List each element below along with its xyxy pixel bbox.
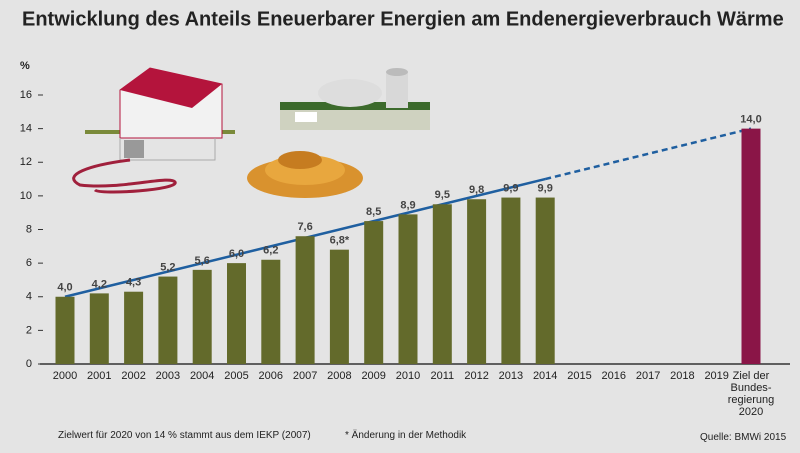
illustration-farm xyxy=(280,68,430,130)
x-tick-label: 2014 xyxy=(532,370,558,382)
y-tick-label: 12 xyxy=(20,156,32,168)
x-tick-label: 2016 xyxy=(601,370,627,382)
value-label: 9,5 xyxy=(435,189,450,201)
x-tick-label: 2009 xyxy=(361,370,386,382)
x-tick-label: 2018 xyxy=(670,370,695,382)
x-tick-label: 2017 xyxy=(635,370,661,382)
x-tick-label: 2007 xyxy=(292,370,318,382)
x-tick-label: 2010 xyxy=(395,370,421,382)
value-label: 5,6 xyxy=(195,255,210,267)
value-label: 8,9 xyxy=(400,199,415,211)
bar xyxy=(398,214,418,364)
illustration-house xyxy=(72,67,235,194)
x-tick-label: 2004 xyxy=(189,370,215,382)
y-tick-label: 6 xyxy=(26,257,32,269)
bar xyxy=(89,293,109,364)
value-label: 4,3 xyxy=(126,277,141,289)
value-label: 6,8* xyxy=(330,235,350,247)
y-tick-label: 16 xyxy=(20,89,32,101)
x-tick-label: 2005 xyxy=(224,370,249,382)
y-tick-label: 8 xyxy=(26,223,32,235)
bar xyxy=(158,276,178,364)
value-label: 6,2 xyxy=(263,245,278,257)
footnote: * Änderung in der Methodik xyxy=(345,430,467,441)
x-tick-label: 2013 xyxy=(498,370,524,382)
bar xyxy=(261,259,281,364)
y-tick-label: 4 xyxy=(26,291,32,303)
value-label: 5,2 xyxy=(160,261,175,273)
illustration-pellets xyxy=(247,151,363,198)
value-label: 4,2 xyxy=(92,278,107,290)
x-tick-label: Ziel der Bundes­regierung 2020 xyxy=(727,370,775,418)
x-tick-label: 2003 xyxy=(155,370,181,382)
value-label: 9,9 xyxy=(503,182,518,194)
x-tick-label: 2001 xyxy=(87,370,112,382)
bar xyxy=(295,236,315,364)
bar xyxy=(501,197,521,364)
bar xyxy=(329,249,349,364)
value-label: 8,5 xyxy=(366,206,381,218)
value-label: 9,9 xyxy=(538,182,553,194)
trend-line-dashed xyxy=(544,127,752,181)
x-tick-label: 2011 xyxy=(430,370,455,382)
value-label: 7,6 xyxy=(297,221,312,233)
bar xyxy=(192,269,212,364)
bar xyxy=(467,199,487,364)
bar xyxy=(432,204,452,364)
bar xyxy=(55,296,75,364)
y-tick-label: 0 xyxy=(26,358,32,370)
value-label: 4,0 xyxy=(57,282,72,294)
value-label: 6,0 xyxy=(229,248,244,260)
value-label: 14,0 xyxy=(740,114,761,126)
bar xyxy=(535,197,555,364)
x-tick-label: 2012 xyxy=(464,370,489,382)
x-tick-label: 2019 xyxy=(704,370,729,382)
y-tick-label: 14 xyxy=(20,123,32,135)
value-label: 9,8 xyxy=(469,184,484,196)
footnote: Zielwert für 2020 von 14 % stammt aus de… xyxy=(58,430,311,441)
source: Quelle: BMWi 2015 xyxy=(700,432,787,443)
x-tick-label: 2000 xyxy=(52,370,78,382)
bar xyxy=(364,221,384,364)
x-tick-label: 2002 xyxy=(121,370,146,382)
bar xyxy=(124,291,144,364)
chart-title: Entwicklung des Anteils Eneuerbarer Ener… xyxy=(22,8,784,30)
y-tick-label: 10 xyxy=(20,190,32,202)
bar xyxy=(741,128,761,364)
x-tick-label: 2008 xyxy=(327,370,352,382)
y-axis-label: % xyxy=(20,60,30,72)
y-tick-label: 2 xyxy=(26,324,32,336)
x-tick-label: 2006 xyxy=(258,370,284,382)
x-tick-label: 2015 xyxy=(567,370,592,382)
bar xyxy=(227,263,246,364)
